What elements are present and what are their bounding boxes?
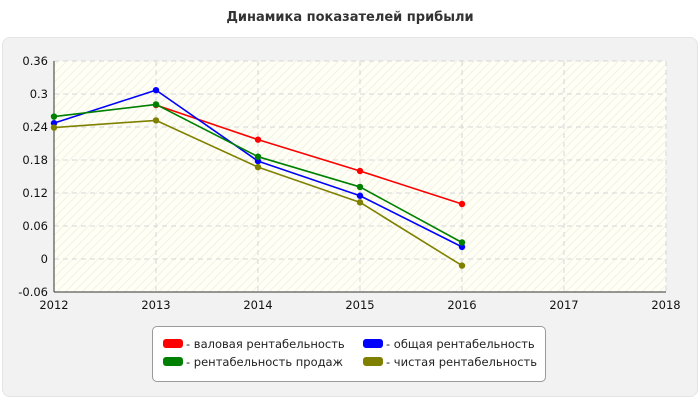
data-point-1 [152, 86, 160, 94]
x-tick-label: 2014 [243, 298, 272, 312]
legend-item-total-margin: - общая рентабельность [363, 336, 535, 352]
series-line-0 [155, 104, 463, 205]
y-tick-label: 0.36 [22, 54, 48, 68]
data-point-2 [152, 101, 160, 108]
x-tick-label: 2018 [651, 298, 680, 312]
legend-item-net-margin: - чистая рентабельность [363, 354, 537, 370]
data-point-3 [254, 163, 262, 171]
legend-label-net-margin: - чистая рентабельность [386, 355, 538, 369]
y-tick-label: 0 [41, 252, 48, 266]
data-point-0 [356, 167, 364, 175]
data-point-3 [458, 262, 466, 269]
y-tick-label: 0.3 [30, 87, 48, 101]
legend: - валовая рентабельность - общая рентабе… [152, 326, 546, 382]
legend-label-gross-margin: - валовая рентабельность [186, 337, 345, 351]
data-point-0 [458, 200, 466, 208]
legend-label-total-margin: - общая рентабельность [386, 337, 535, 351]
legend-label-sales-margin: - рентабельность продаж [186, 355, 343, 369]
data-point-2 [254, 153, 262, 160]
data-point-2 [356, 183, 364, 191]
x-tick-label: 2015 [345, 298, 374, 312]
data-point-3 [50, 124, 58, 131]
data-point-3 [152, 117, 160, 124]
chart-title: Динамика показателей прибыли [226, 10, 474, 25]
tick-labels: -0.06 0 0.06 0.12 0.18 0.24 0.3 0.36 2012 2013 201… [18, 54, 680, 312]
data-point-1 [458, 243, 466, 251]
data-point-1 [356, 192, 364, 199]
legend-item-gross-margin: - валовая рентабельность [163, 336, 345, 352]
y-tick-label: -0.06 [18, 285, 48, 299]
data-point-3 [356, 199, 364, 206]
plot-area [54, 61, 666, 292]
legend-swatch-sales-margin [163, 357, 183, 366]
x-tick-label: 2016 [447, 298, 476, 312]
y-tick-label: 0.06 [22, 219, 48, 233]
y-tick-label: 0.24 [22, 120, 48, 134]
y-tick-label: 0.18 [22, 153, 48, 167]
gridlines [54, 60, 667, 292]
x-tick-label: 2017 [549, 298, 578, 312]
legend-swatch-net-margin [363, 357, 383, 366]
axes [53, 61, 666, 293]
y-tick-label: 0.12 [22, 186, 48, 200]
data-point-1 [254, 157, 262, 165]
legend-swatch-gross-margin [163, 339, 183, 348]
legend-item-sales-margin: - рентабельность продаж [163, 354, 343, 370]
x-tick-label: 2013 [141, 298, 170, 312]
x-tick-label: 2012 [39, 298, 68, 312]
legend-swatch-total-margin [363, 339, 383, 348]
data-point-2 [50, 113, 58, 120]
series-lines [50, 86, 466, 269]
data-point-2 [458, 239, 466, 246]
data-point-1 [50, 119, 58, 127]
data-point-0 [254, 136, 262, 143]
